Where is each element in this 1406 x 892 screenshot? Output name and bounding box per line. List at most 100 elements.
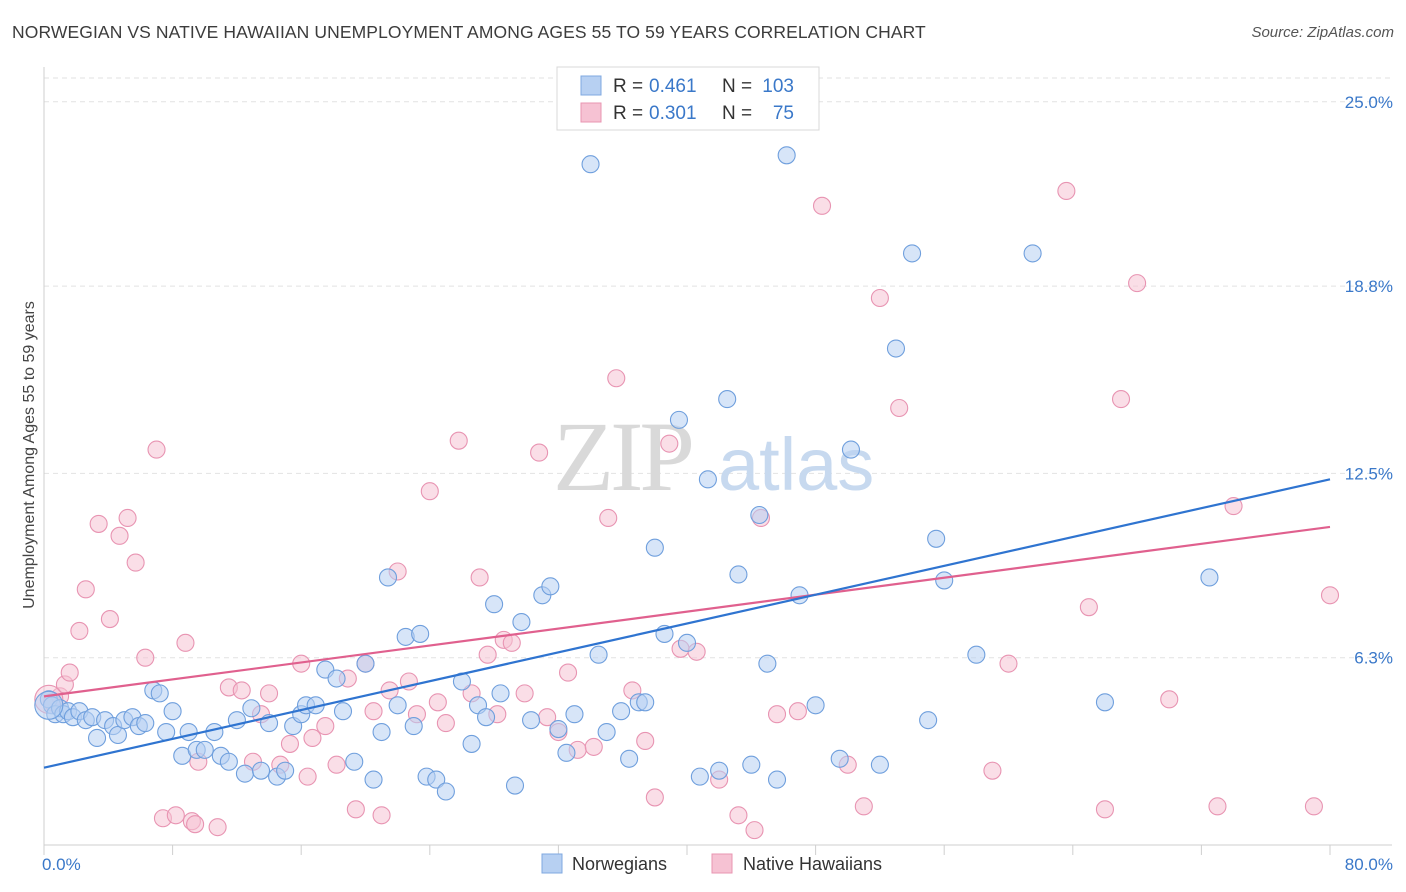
norwegian-point-101 (1023, 244, 1042, 263)
norwegian-point-48 (388, 696, 407, 715)
norwegian-point-83 (718, 390, 737, 409)
native-hawaiian-point-71 (788, 702, 807, 721)
native-hawaiian-point-52 (530, 443, 549, 462)
native-hawaiian-point-77 (983, 761, 1002, 780)
y-tick-label-2: 18.8% (1345, 277, 1393, 296)
native-hawaiian-point-42 (428, 693, 447, 712)
native-hawaiian-point-75 (870, 288, 889, 308)
norwegian-point-72 (612, 702, 631, 721)
legend-swatch-pink (580, 102, 602, 123)
native-hawaiian-point-21 (232, 681, 251, 700)
native-hawaiian-point-31 (327, 755, 346, 774)
norwegian-point-99 (935, 571, 954, 590)
norwegian-point-30 (235, 764, 254, 783)
norwegian-point-100 (967, 645, 986, 664)
norwegian-point-42 (333, 702, 353, 721)
norwegian-point-21 (163, 702, 182, 721)
legend-series: Norwegians Native Hawaiians (541, 853, 882, 874)
norwegian-point-80 (690, 767, 709, 786)
norwegian-point-84 (729, 565, 748, 584)
norwegian-point-46 (372, 722, 391, 742)
x-tick-label-1: 80.0% (1345, 855, 1393, 874)
norwegian-point-large (34, 690, 64, 720)
native-hawaiian-point-8 (110, 526, 129, 545)
trend-lines (43, 478, 1331, 769)
legend-swatch-blue (580, 75, 602, 96)
norwegian-point-66 (549, 720, 568, 739)
native-hawaiian-point-50 (502, 633, 521, 652)
norwegian-point-53 (427, 770, 446, 789)
norwegian-point-60 (491, 684, 510, 703)
native-hawaiian-point-74 (854, 797, 873, 816)
native-hawaiian-point-41 (420, 482, 439, 501)
trend-norwegians (43, 478, 1331, 769)
norwegian-point-50 (404, 717, 423, 736)
norwegian-point-98 (927, 529, 946, 548)
norwegian-point-31 (242, 699, 261, 718)
native-hawaiian-point-35 (364, 702, 383, 721)
legend-stats: R = 0.461 N = 103 R = 0.301 N = 75 (556, 66, 820, 131)
norwegian-point-73 (620, 749, 639, 768)
norwegian-point-10 (87, 728, 107, 748)
chart-source: Source: ZipAtlas.com (1251, 24, 1394, 41)
native-hawaiian-point-85 (1208, 797, 1227, 816)
norwegian-point-67 (557, 743, 576, 762)
native-hawaiian-point-80 (1079, 598, 1098, 617)
norwegian-point-88 (767, 770, 787, 789)
legend-n-value-2: 75 (773, 103, 794, 124)
legend-bottom-swatch-blue (541, 853, 563, 874)
native-hawaiian-point-82 (1111, 390, 1131, 409)
norwegian-point-62 (512, 612, 531, 632)
legend-r-value-1: 0.461 (649, 76, 697, 97)
norwegian-point-54 (436, 782, 455, 801)
norwegian-point-63 (522, 711, 541, 730)
native-hawaiian-point-14 (166, 806, 185, 825)
native-hawaiian-point-87 (1304, 797, 1323, 816)
legend-norwegians: Norwegians (572, 854, 667, 874)
native-hawaiian-point-3 (60, 663, 79, 682)
norwegian-point-17 (136, 714, 155, 733)
norwegian-point-19 (150, 684, 169, 703)
native-hawaiian-point-55 (558, 663, 578, 682)
legend-n-label-2: N = (722, 103, 752, 124)
norwegian-point-26 (205, 722, 224, 742)
norwegian-point-47 (378, 568, 398, 587)
norwegian-point-68 (565, 705, 584, 724)
native-hawaiian-point-79 (1057, 181, 1076, 201)
norwegian-point-61 (505, 776, 525, 795)
norwegian-point-93 (841, 440, 861, 459)
native-hawaiian-point-63 (660, 434, 679, 453)
norwegian-point-32 (251, 761, 271, 780)
native-hawaiian-point-81 (1095, 800, 1114, 819)
native-hawaiian-point-78 (999, 654, 1018, 673)
norwegian-point-91 (806, 696, 825, 715)
native-hawaiian-point-5 (76, 580, 95, 599)
norwegian-point-79 (677, 633, 697, 652)
y-tick-label-3: 25.0% (1345, 93, 1393, 112)
native-hawaiian-point-36 (372, 806, 391, 825)
native-hawaiian-point-15 (176, 633, 195, 652)
native-hawaiian-point-61 (636, 731, 655, 750)
norwegian-point-94 (870, 755, 889, 774)
native-hawaiian-point-28 (298, 767, 317, 786)
native-hawaiian-point-62 (645, 788, 664, 807)
native-hawaiian-point-67 (729, 806, 748, 825)
norwegian-point-95 (886, 339, 906, 358)
legend-r-label-2: R = (613, 103, 643, 124)
y-tick-label-0: 6.3% (1354, 649, 1393, 668)
native-hawaiian-point-7 (100, 610, 119, 629)
native-hawaiian-point-51 (515, 684, 534, 703)
norwegian-point-35 (276, 761, 295, 780)
legend-bottom-swatch-pink (711, 853, 733, 874)
native-hawaiian-point-33 (346, 800, 365, 819)
native-hawaiian-point-68 (745, 821, 764, 840)
norwegian-point-70 (589, 645, 608, 664)
y-tick-label-1: 12.5% (1345, 464, 1393, 483)
native-hawaiian-point-76 (890, 398, 909, 418)
norwegian-point-86 (750, 505, 769, 525)
native-hawaiian-point-9 (118, 508, 137, 528)
native-hawaiian-point-30 (316, 717, 335, 736)
norwegian-point-56 (462, 734, 481, 753)
norwegian-point-41 (327, 669, 346, 688)
